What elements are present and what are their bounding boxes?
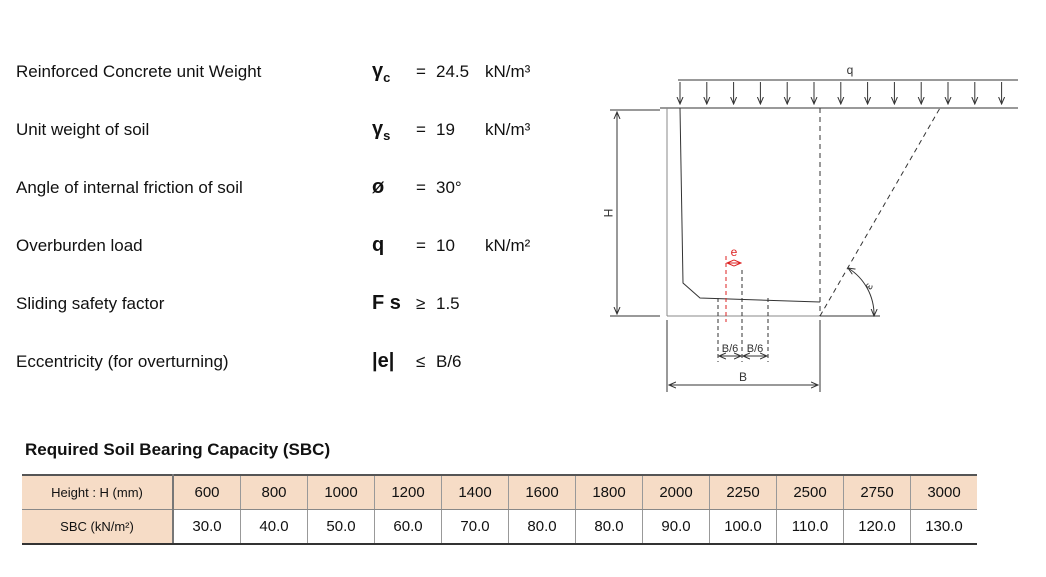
sixth-label: B/6 xyxy=(722,343,739,355)
parameter-value: 24.5 xyxy=(436,62,470,81)
parameter-value: 1.5 xyxy=(436,294,460,313)
table-cell: 600 xyxy=(172,474,241,510)
table-title: Required Soil Bearing Capacity (SBC) xyxy=(25,440,331,459)
parameter-unit: kN/m² xyxy=(485,236,531,255)
retaining-wall-diagram: q H e B/6 B/6 B ε xyxy=(601,63,1018,392)
table-cell: 40.0 xyxy=(240,509,308,545)
table-cell: 60.0 xyxy=(374,509,442,545)
parameter-value: 30° xyxy=(436,178,462,197)
table-cell: 70.0 xyxy=(441,509,509,545)
base-label: B xyxy=(739,370,747,384)
parameter-operator: = xyxy=(416,120,426,139)
table-cell: 1400 xyxy=(441,474,509,510)
table-cell: 80.0 xyxy=(508,509,576,545)
parameter-symbol: γc xyxy=(372,60,390,85)
table-cell: 120.0 xyxy=(843,509,911,545)
symbol: γ xyxy=(372,60,384,82)
sixth-label: B/6 xyxy=(747,343,764,355)
table-cell: 80.0 xyxy=(575,509,643,545)
table-cell: 130.0 xyxy=(910,509,977,545)
parameter-operator: = xyxy=(416,62,426,81)
parameter-symbol: F s xyxy=(372,292,401,315)
symbol: F s xyxy=(372,292,401,314)
table-cell: 1000 xyxy=(307,474,375,510)
height-label: H xyxy=(601,209,615,218)
parameter-operator: ≥ xyxy=(416,294,426,313)
table-cell: 1600 xyxy=(508,474,576,510)
parameter-operator: ≤ xyxy=(416,352,426,371)
parameter-symbol: γs xyxy=(372,118,390,143)
parameter-symbol: ø xyxy=(372,176,384,199)
table-cell: 2000 xyxy=(642,474,710,510)
sbc-table: Height : H (mm) 600 800 1000 1200 1400 1600 180… xyxy=(22,474,977,545)
table-cell: 2500 xyxy=(776,474,844,510)
parameter-value: 10 xyxy=(436,236,455,255)
parameter-label: Eccentricity (for overturning) xyxy=(16,352,229,371)
row-header: Height : H (mm) xyxy=(22,474,174,510)
parameter-label: Reinforced Concrete unit Weight xyxy=(16,62,262,81)
parameter-operator: = xyxy=(416,178,426,197)
drawing xyxy=(610,79,1018,392)
eccentricity-label: e xyxy=(731,245,738,259)
parameter-value: 19 xyxy=(436,120,455,139)
parameter-value: B/6 xyxy=(436,352,462,371)
table-cell: 50.0 xyxy=(307,509,375,545)
parameter-operator: = xyxy=(416,236,426,255)
table-cell: 1800 xyxy=(575,474,643,510)
table-cell: 2250 xyxy=(709,474,777,510)
parameter-unit: kN/m³ xyxy=(485,120,531,139)
parameter-label: Angle of internal friction of soil xyxy=(16,178,243,197)
table-cell: 800 xyxy=(240,474,308,510)
table-cell: 2750 xyxy=(843,474,911,510)
symbol-subscript: s xyxy=(383,128,391,143)
parameter-unit: kN/m³ xyxy=(485,62,531,81)
table-cell: 100.0 xyxy=(709,509,777,545)
table-cell: 3000 xyxy=(910,474,977,510)
parameter-label: Sliding safety factor xyxy=(16,294,165,313)
table-row: SBC (kN/m²) 30.0 40.0 50.0 60.0 70.0 80.0 80.0 9… xyxy=(22,509,977,545)
parameter-symbol: |e| xyxy=(372,350,394,373)
symbol-subscript: c xyxy=(383,70,391,85)
table-cell: 90.0 xyxy=(642,509,710,545)
parameter-label: Overburden load xyxy=(16,236,143,255)
load-label: q xyxy=(847,63,854,77)
angle-label: ε xyxy=(861,280,876,292)
table-cell: 30.0 xyxy=(172,509,241,545)
symbol: γ xyxy=(372,118,384,140)
row-header: SBC (kN/m²) xyxy=(22,509,174,545)
symbol: |e| xyxy=(372,350,395,372)
parameter-label: Unit weight of soil xyxy=(16,120,150,139)
parameter-symbol: q xyxy=(372,234,384,257)
symbol: q xyxy=(372,234,385,256)
table-row: Height : H (mm) 600 800 1000 1200 1400 1600 180… xyxy=(22,474,977,510)
table-cell: 1200 xyxy=(374,474,442,510)
symbol: ø xyxy=(372,176,385,198)
table-cell: 110.0 xyxy=(776,509,844,545)
